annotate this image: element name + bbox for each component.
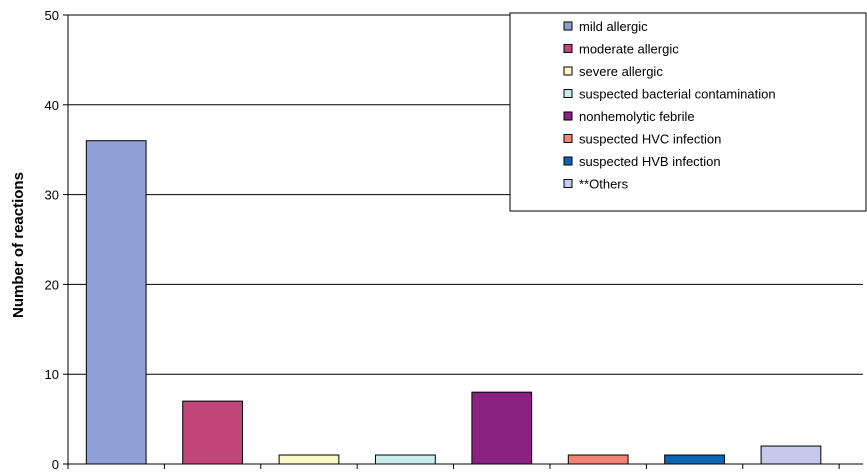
bar-7	[760, 445, 822, 465]
legend-label: suspected bacterial contamination	[579, 87, 776, 102]
y-tick-label: 40	[45, 98, 59, 113]
legend-label: suspected HVC infection	[579, 132, 721, 147]
legend: mild allergic moderate allergic severe all…	[509, 12, 867, 212]
y-tick-label: 20	[45, 277, 59, 292]
legend-swatch	[563, 179, 573, 188]
legend-label: nonhemolytic febrile	[579, 109, 695, 124]
legend-swatch	[563, 66, 573, 76]
legend-swatch	[563, 156, 573, 166]
legend-label: **Others	[579, 177, 629, 192]
legend-label: severe allergic	[579, 64, 663, 79]
legend-swatch	[563, 134, 573, 143]
legend-swatch	[563, 89, 573, 98]
bars	[85, 140, 822, 465]
y-tick-label: 30	[45, 188, 59, 203]
legend-swatch	[563, 21, 573, 31]
legend-label: suspected HVB infection	[579, 154, 721, 169]
y-axis-label: Number of reactions	[10, 172, 27, 318]
y-axis-ticks: 0 10 20 30 40 50	[45, 8, 840, 472]
bar-2	[278, 454, 340, 465]
bar-1	[182, 400, 243, 465]
y-tick-label: 50	[45, 8, 59, 23]
y-tick-label: 0	[52, 457, 59, 472]
legend-label: moderate allergic	[579, 42, 679, 57]
bar-5	[567, 454, 629, 465]
legend-swatch	[563, 111, 573, 121]
bar-6	[664, 454, 725, 465]
legend-label: mild allergic	[579, 19, 648, 34]
bar-0	[85, 140, 147, 465]
legend-swatch	[563, 44, 573, 53]
bar-3	[374, 454, 436, 465]
bar-4	[471, 391, 533, 465]
y-tick-label: 10	[45, 367, 59, 382]
